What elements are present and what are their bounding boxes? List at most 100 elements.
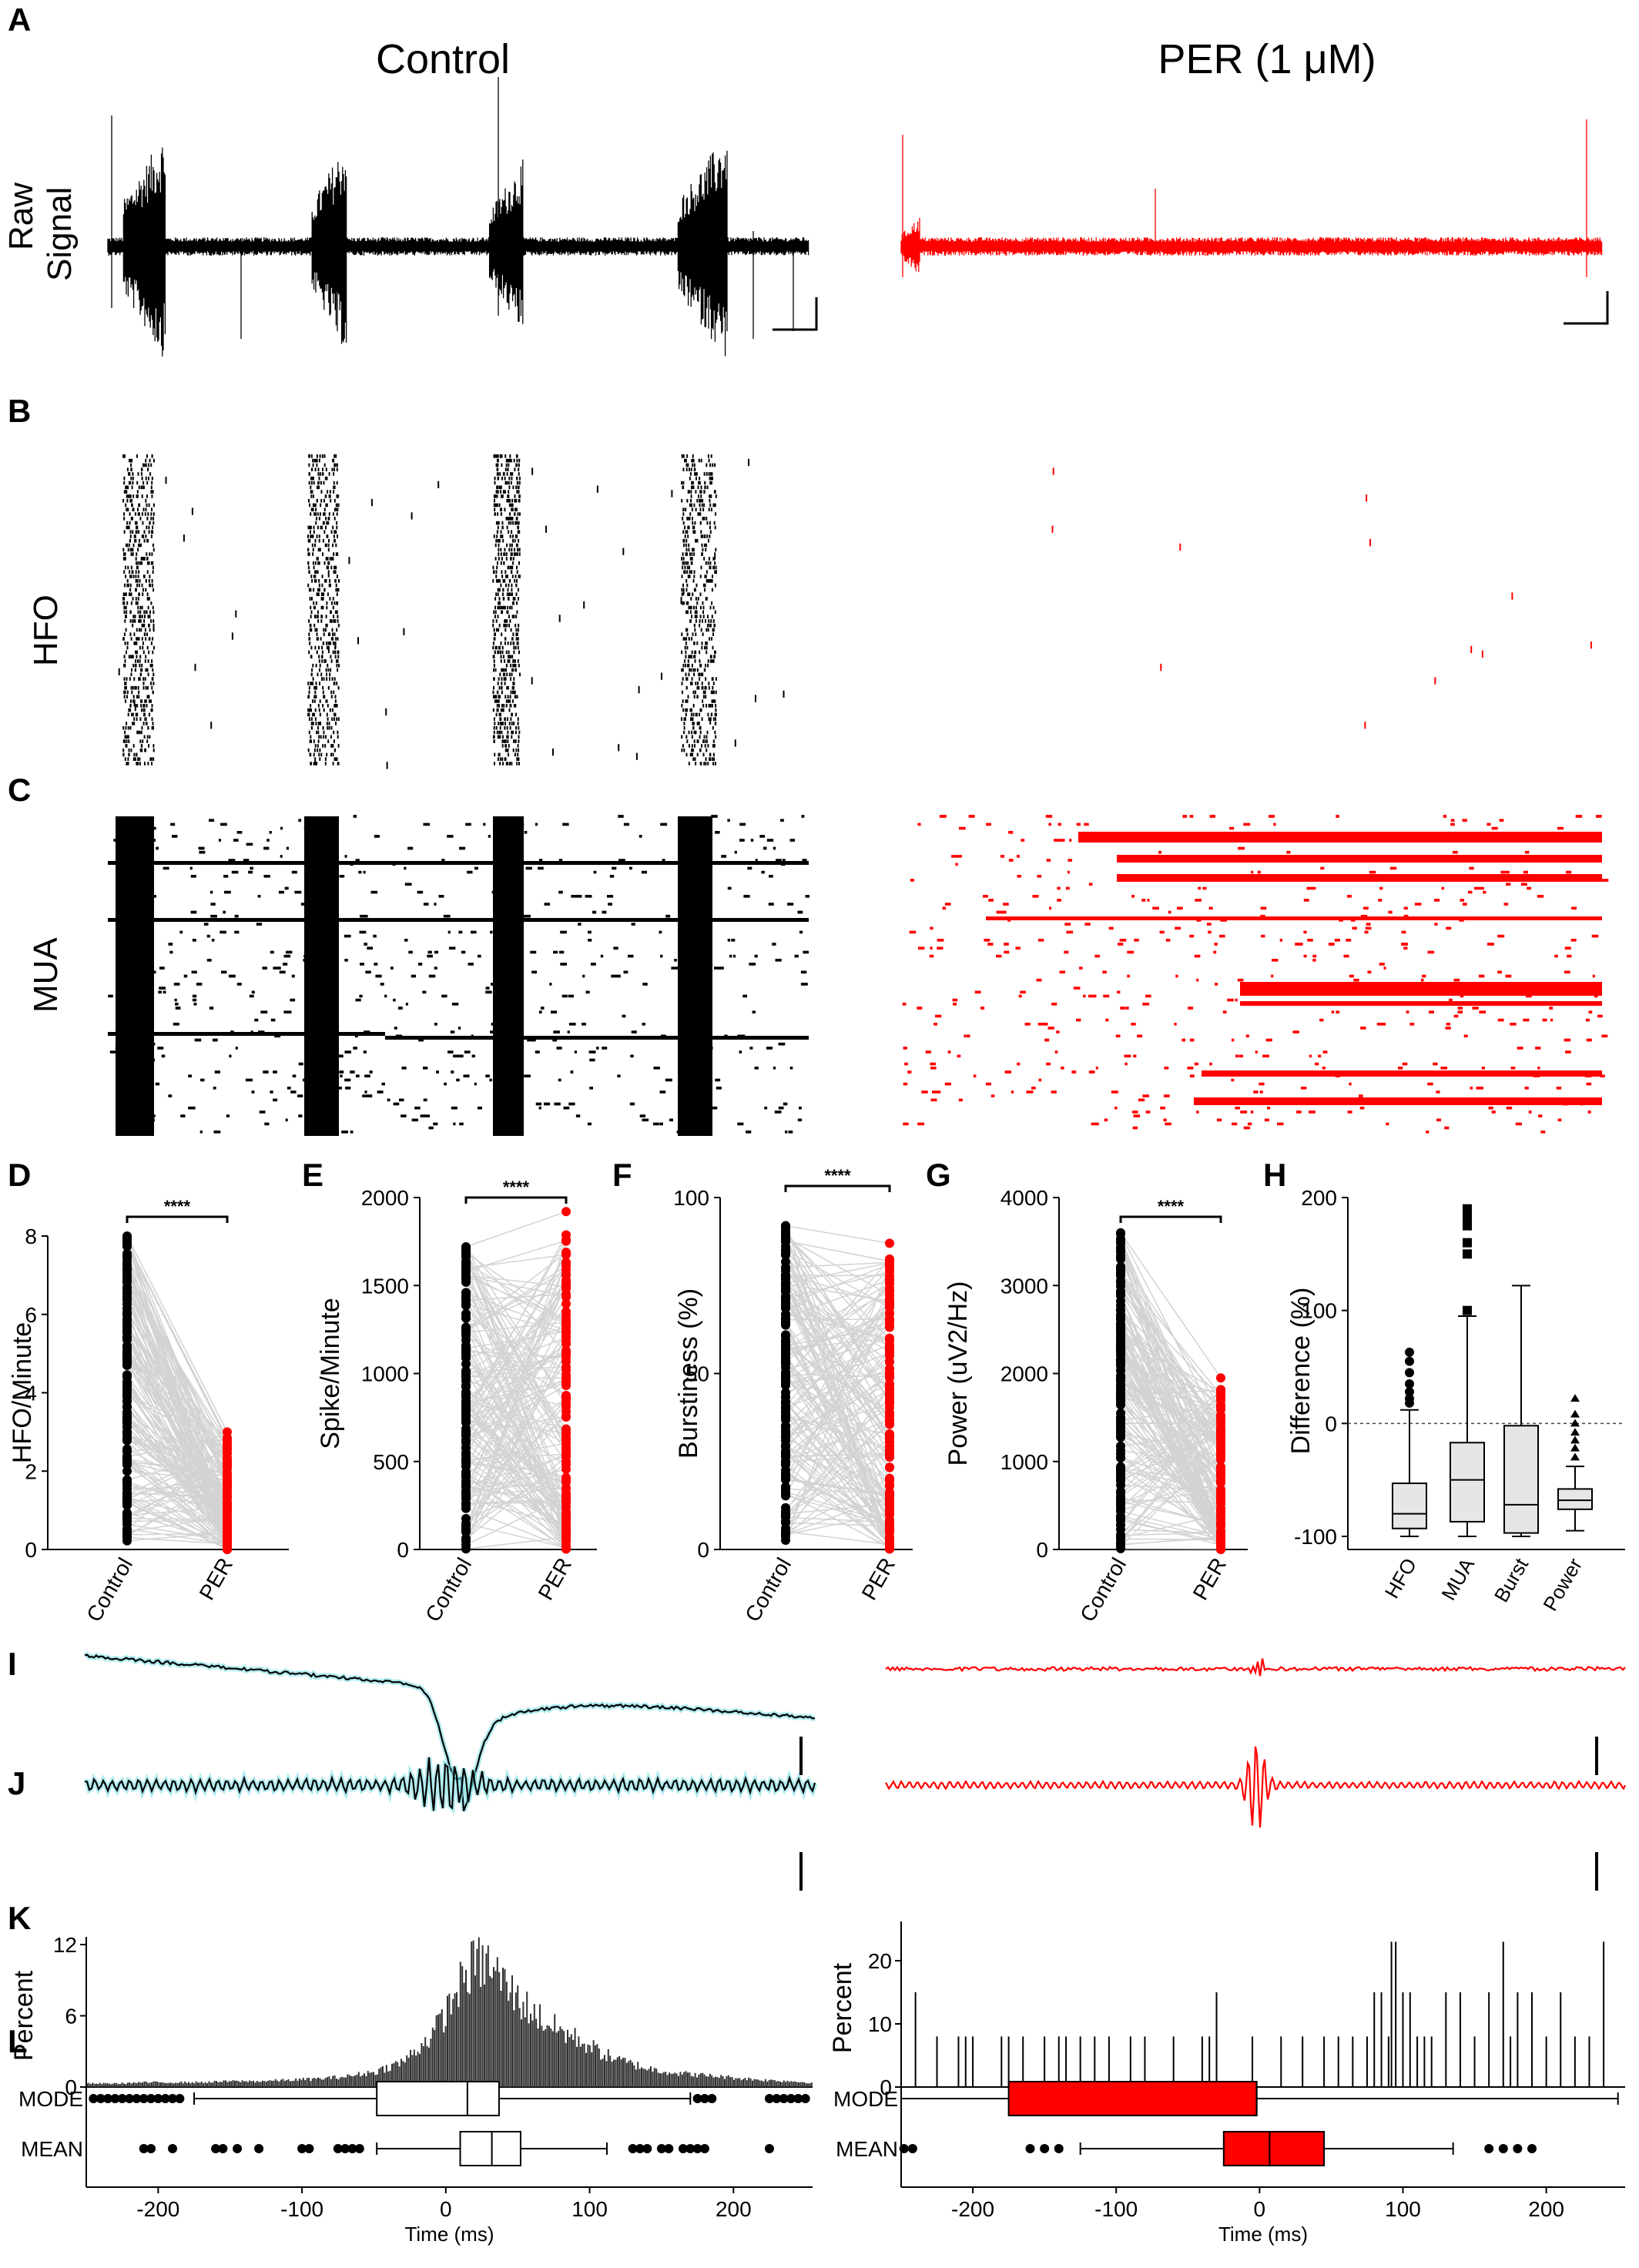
- control-point: [781, 1508, 790, 1518]
- control-point: [1116, 1269, 1125, 1279]
- histogram-bar: [212, 2082, 214, 2087]
- control-point: [781, 1487, 790, 1497]
- control-point: [461, 1544, 471, 1554]
- histogram-bar: [378, 2069, 380, 2087]
- histogram-bar: [246, 2082, 249, 2087]
- per-point: [561, 1373, 571, 1383]
- box-outlier: [1498, 2144, 1508, 2153]
- histogram-bar: [620, 2059, 622, 2087]
- per-point: [885, 1369, 894, 1379]
- x-tick-label: 100: [571, 2197, 608, 2221]
- box-outlier: [793, 2094, 803, 2103]
- histogram-bar: [558, 2031, 559, 2087]
- panels-i-j-averaged-traces: I J: [8, 1646, 1626, 1891]
- histogram-bar: [151, 2082, 153, 2087]
- box-iqr: [1503, 1425, 1539, 1534]
- per-point: [561, 1289, 571, 1299]
- histogram-bar: [554, 2014, 556, 2087]
- histogram-bar: [208, 2081, 210, 2087]
- significance-stars: ****: [824, 1166, 851, 1185]
- histogram-bar: [240, 2082, 242, 2087]
- per-point: [223, 1536, 232, 1546]
- histogram-bar: [310, 2081, 312, 2087]
- histogram-bar: [485, 1953, 488, 2087]
- histogram-bar: [92, 2082, 94, 2087]
- control-point: [1116, 1251, 1125, 1261]
- control-point: [1116, 1463, 1125, 1473]
- histogram-bar: [652, 2071, 654, 2087]
- histogram-bar: [740, 2080, 742, 2087]
- y-tick-label: 1000: [1000, 1450, 1048, 1474]
- x-tick-label: 0: [440, 2197, 452, 2221]
- histogram-bar: [674, 2072, 676, 2087]
- histogram-bar: [463, 1982, 465, 2087]
- per-point: [561, 1381, 571, 1391]
- category-label: MEAN: [836, 2137, 898, 2161]
- histogram-bar: [373, 2072, 374, 2087]
- histogram-bar: [456, 1992, 458, 2087]
- per-point: [1216, 1477, 1225, 1487]
- histogram-bar: [319, 2078, 321, 2087]
- control-point: [461, 1388, 471, 1398]
- histogram-bar: [189, 2083, 192, 2087]
- box-outlier: [642, 2144, 652, 2153]
- histogram-bar: [576, 2046, 578, 2087]
- y-tick-label: -100: [1294, 1525, 1337, 1549]
- per-point: [885, 1238, 894, 1248]
- mua-tonic-unit: [1117, 855, 1602, 863]
- per-point: [885, 1462, 894, 1472]
- histogram-bar: [592, 2040, 595, 2087]
- box-outlier: [354, 2144, 364, 2153]
- box-outlier: [117, 2094, 127, 2103]
- histogram-bar: [269, 2080, 271, 2087]
- trace-i-per-line: [885, 1658, 1626, 1677]
- histogram-bar: [665, 2072, 667, 2087]
- control-point: [461, 1438, 471, 1448]
- box-outlier: [175, 2094, 185, 2103]
- histogram-bar: [478, 1937, 480, 2087]
- histogram-bar: [327, 2077, 328, 2087]
- control-point: [1116, 1480, 1125, 1490]
- per-point: [885, 1419, 894, 1429]
- histogram-bar: [441, 2008, 443, 2087]
- y-axis-title: Percent: [828, 1962, 857, 2053]
- control-point: [122, 1332, 132, 1342]
- control-point: [781, 1518, 790, 1528]
- x-tick-label: -100: [280, 2197, 323, 2221]
- control-point: [122, 1260, 132, 1270]
- box-outlier: [1513, 2144, 1523, 2153]
- box-outlier: [96, 2094, 106, 2103]
- histogram-bar: [574, 2028, 576, 2087]
- histogram-bar: [380, 2067, 382, 2087]
- box-outlier: [160, 2094, 170, 2103]
- control-point: [781, 1407, 790, 1417]
- box-outlier: [340, 2144, 350, 2153]
- histogram-bar: [96, 2083, 97, 2087]
- histogram-bar: [582, 2044, 584, 2087]
- per-point: [223, 1502, 232, 1512]
- histogram-bar: [517, 1985, 519, 2087]
- box-outlier: [132, 2094, 142, 2103]
- x-tick-label: MUA: [1436, 1553, 1479, 1604]
- panel-letter-b: B: [8, 393, 31, 429]
- x-tick-label: -200: [136, 2197, 179, 2221]
- control-point: [461, 1513, 471, 1523]
- control-point: [122, 1466, 132, 1476]
- box-outlier: [146, 2094, 156, 2103]
- box-outlier: [707, 2094, 717, 2103]
- per-point: [223, 1456, 232, 1466]
- histogram-bar: [618, 2055, 621, 2087]
- histogram-bar: [641, 2067, 642, 2087]
- control-point: [781, 1270, 790, 1280]
- histogram-bar: [526, 1992, 528, 2087]
- histogram-bar: [197, 2082, 199, 2087]
- category-label: MODE: [833, 2087, 898, 2111]
- histogram-bar: [572, 2039, 575, 2087]
- control-point: [461, 1288, 471, 1298]
- histogram-bar: [763, 2081, 765, 2087]
- histogram-bar: [546, 2025, 548, 2087]
- control-point: [781, 1318, 790, 1328]
- per-point: [885, 1492, 894, 1502]
- histogram-bar: [498, 1972, 501, 2087]
- per-point: [561, 1235, 571, 1245]
